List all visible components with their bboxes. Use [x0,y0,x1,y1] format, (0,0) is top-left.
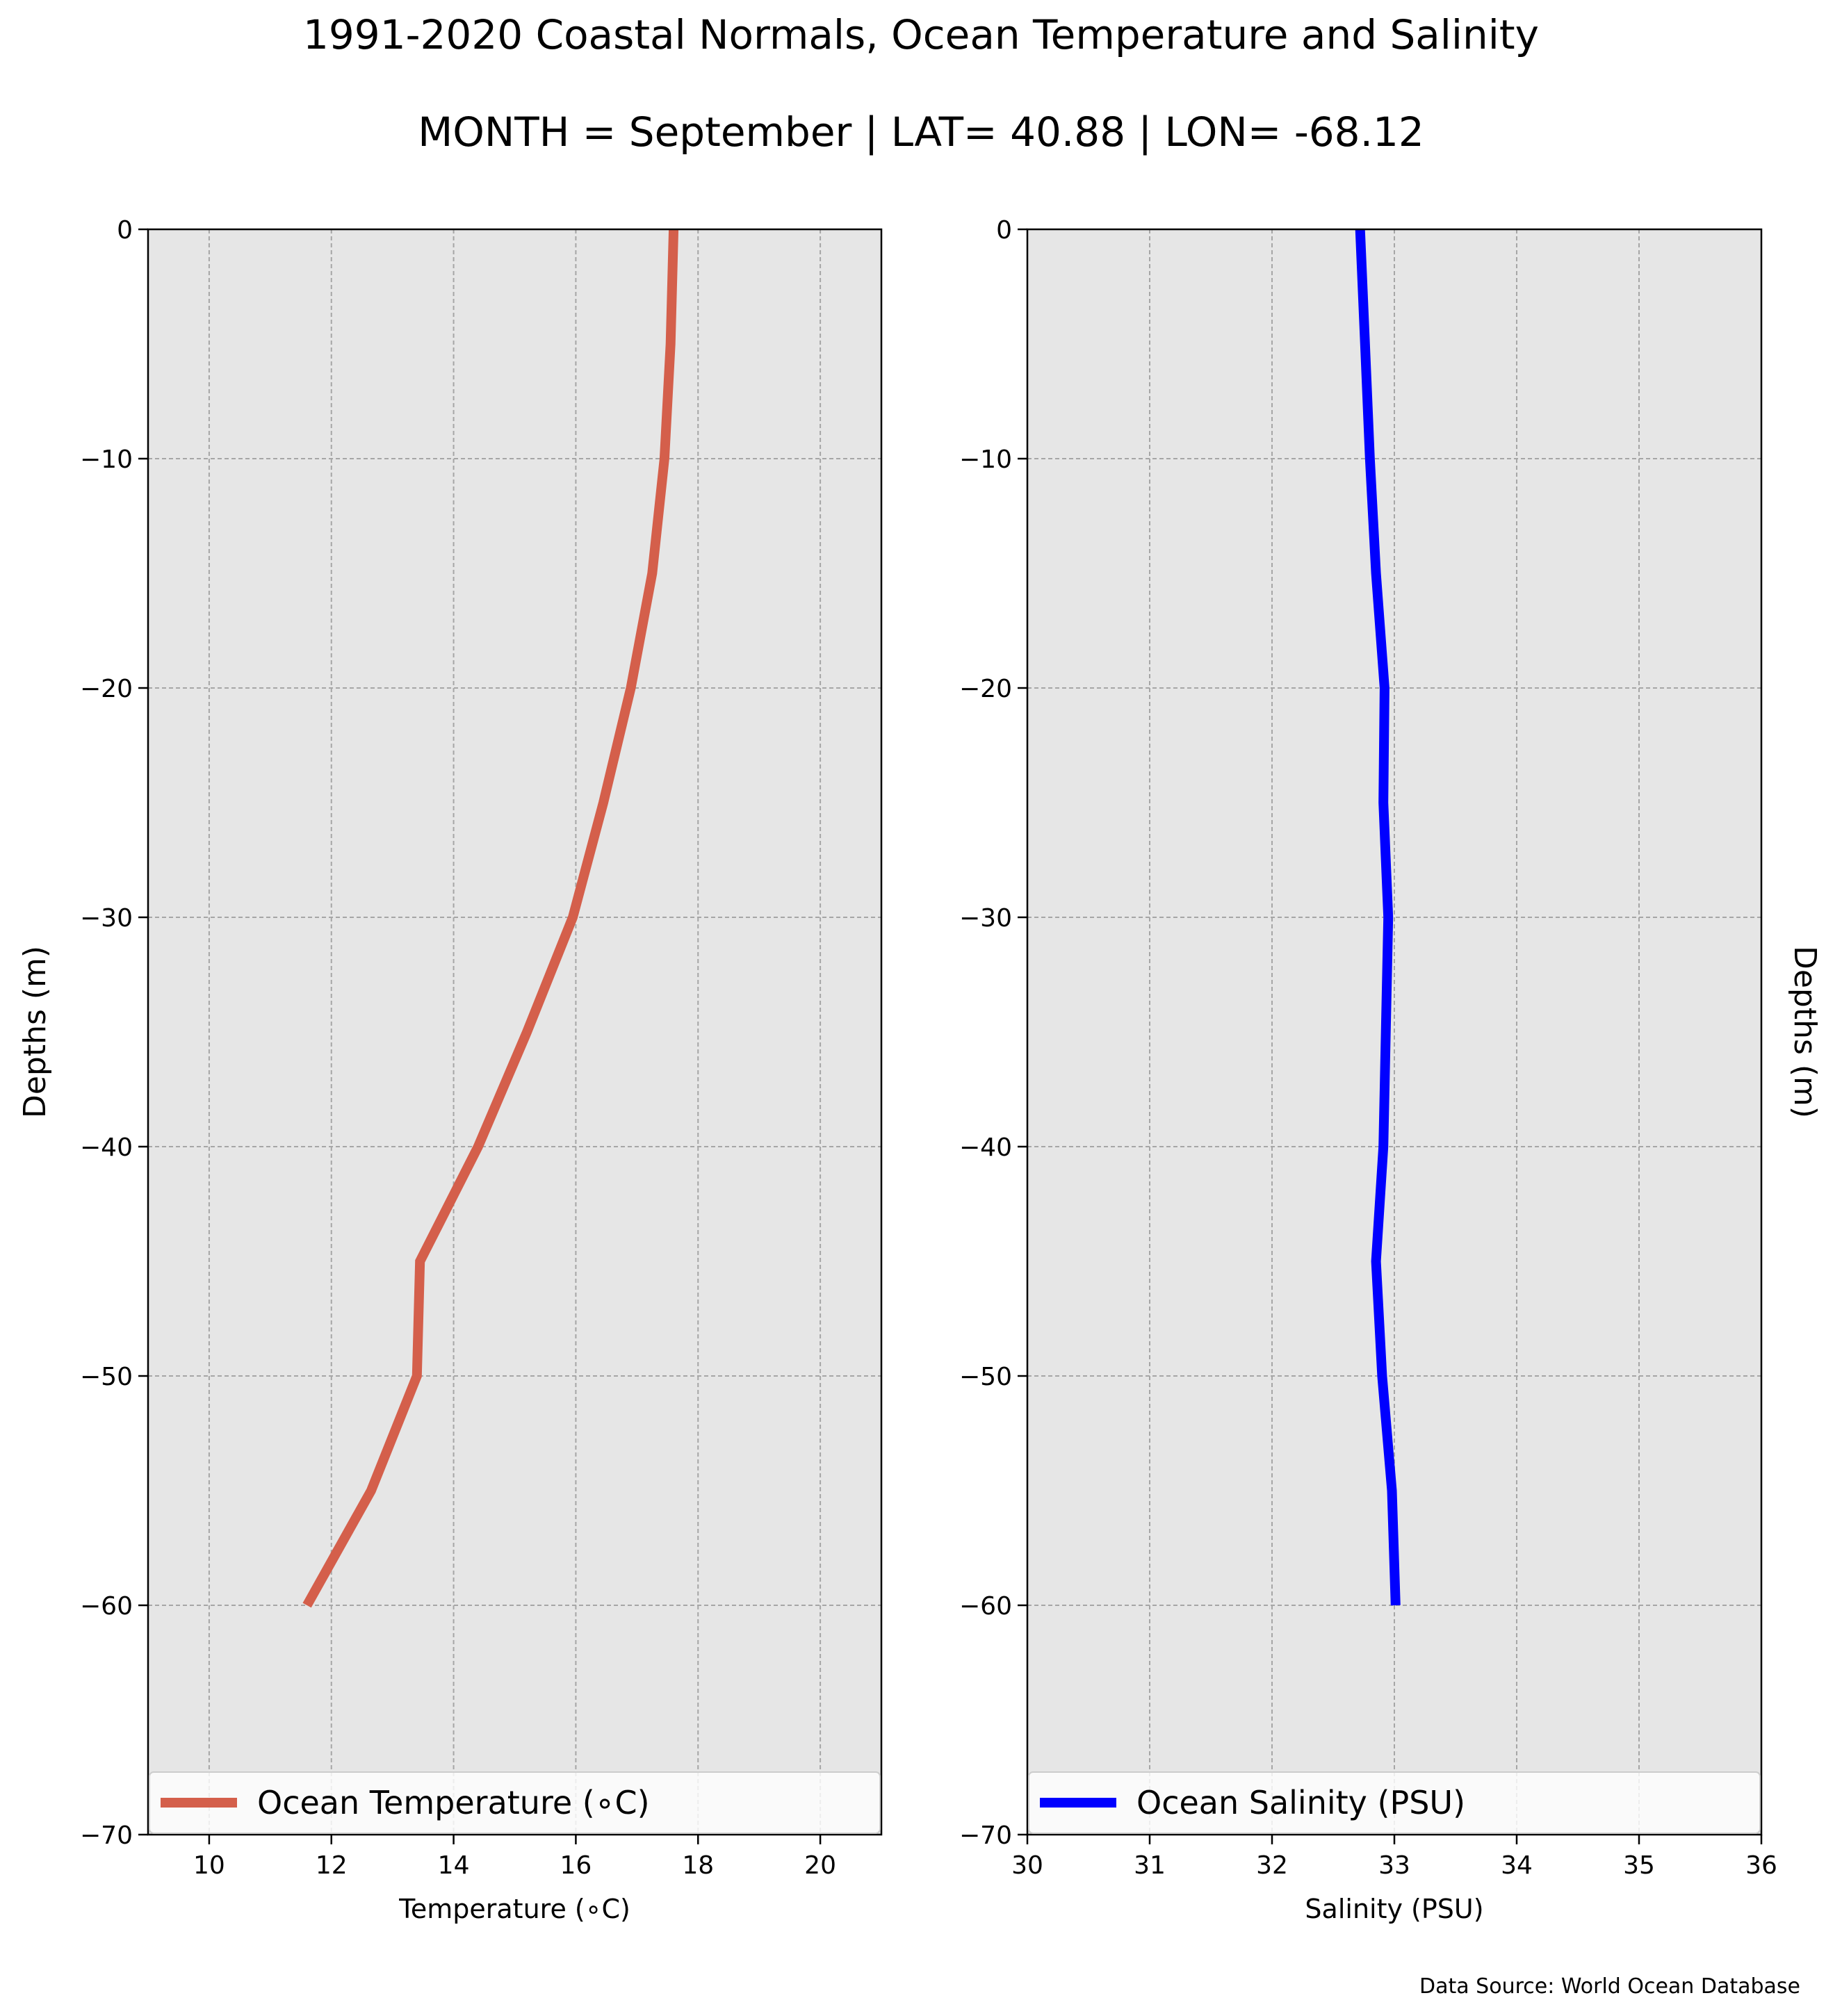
temperature-x-tick-label: 18 [682,1851,714,1880]
salinity-x-tick-label: 35 [1623,1851,1655,1880]
salinity-x-axis-label: Salinity (PSU) [1305,1894,1483,1924]
temperature-x-tick-label: 10 [193,1851,225,1880]
salinity-y-tick-label: −60 [959,1592,1012,1621]
temperature-y-tick-label: −10 [80,445,133,474]
salinity-x-tick-label: 30 [1011,1851,1043,1880]
chart-title: 1991-2020 Coastal Normals, Ocean Tempera… [303,11,1539,58]
salinity-x-tick-label: 33 [1378,1851,1410,1880]
salinity-legend-box [1028,1771,1761,1834]
temperature-y-tick-label: −60 [80,1592,133,1621]
salinity-profile-line [1355,229,1401,1606]
temperature-y-tick-label: −40 [80,1133,133,1162]
salinity-y-tick-label: 0 [996,216,1012,245]
salinity-x-tick-label: 34 [1501,1851,1533,1880]
temperature-legend-box [149,1771,881,1834]
salinity-legend-label: Ocean Salinity (PSU) [1136,1784,1465,1821]
temperature-y-tick-label: 0 [117,216,133,245]
temperature-x-tick-label: 16 [560,1851,592,1880]
salinity-x-tick-label: 32 [1256,1851,1288,1880]
salinity-x-tick-label: 36 [1745,1851,1777,1880]
temperature-legend: Ocean Temperature (∘C) [149,1771,881,1834]
temperature-x-tick-label: 20 [804,1851,836,1880]
temperature-axes-frame [147,228,883,1836]
salinity-y-tick-label: −50 [959,1363,1012,1391]
temperature-plot-area [148,229,881,1835]
temperature-legend-label: Ocean Temperature (∘C) [257,1784,650,1821]
chart-subtitle: MONTH = September | LAT= 40.88 | LON= -6… [418,108,1424,156]
salinity-legend: Ocean Salinity (PSU) [1028,1771,1761,1834]
temperature-y-tick-label: −30 [80,904,133,933]
temperature-y-tick-label: −20 [80,675,133,703]
temperature-x-tick-label: 12 [316,1851,348,1880]
source-note: Data Source: World Ocean Database [1419,1974,1800,1999]
salinity-x-tick-label: 31 [1134,1851,1166,1880]
temperature-y-axis-label: Depths (m) [17,946,53,1118]
salinity-y-tick-label: −30 [959,904,1012,933]
salinity-y-axis-label: Depths (m) [1787,946,1823,1118]
salinity-y-tick-label: −10 [959,445,1012,474]
temperature-x-axis-label: Temperature (∘C) [398,1894,630,1924]
temperature-x-tick-label: 14 [438,1851,470,1880]
temperature-profile-line [302,229,679,1608]
salinity-y-tick-label: −20 [959,675,1012,703]
temperature-y-tick-label: −50 [80,1363,133,1391]
temperature-y-tick-label: −70 [80,1821,133,1850]
salinity-y-tick-label: −40 [959,1133,1012,1162]
temperature-panel: 0 −10 −20 −30 −40 −50 −60 −70 10 12 14 16 18 20 Temper… [17,216,883,1924]
salinity-y-tick-label: −70 [959,1821,1012,1850]
